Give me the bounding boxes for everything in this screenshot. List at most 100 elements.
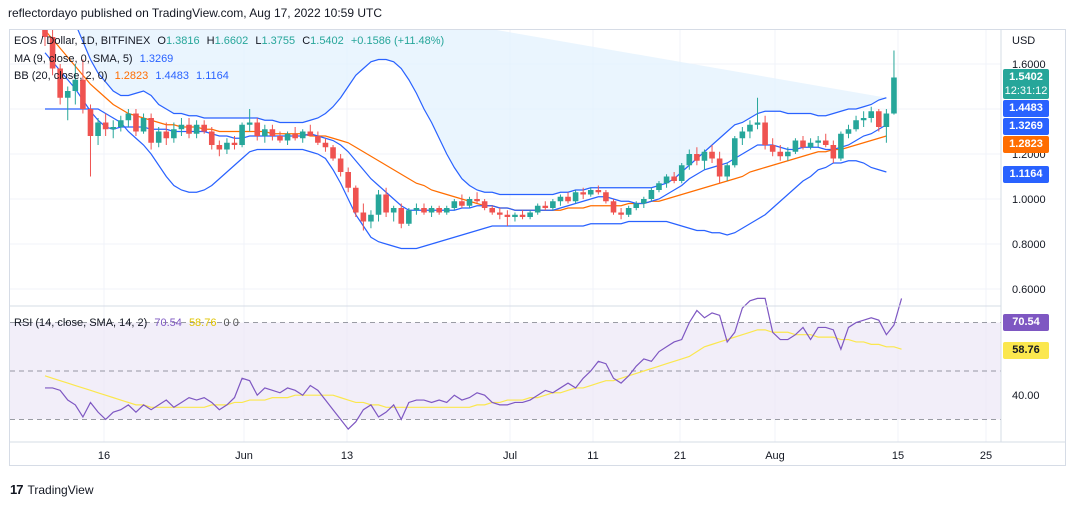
candle-body bbox=[709, 151, 715, 159]
candle bbox=[860, 111, 867, 127]
candle bbox=[762, 115, 768, 150]
bb-upper-price-label: 1.4483 bbox=[1003, 100, 1049, 117]
candle bbox=[504, 210, 511, 226]
candle bbox=[656, 181, 662, 193]
candle bbox=[678, 163, 685, 184]
change-value: +0.1586 (+11.48%) bbox=[350, 35, 445, 47]
candle bbox=[368, 210, 374, 229]
candle-body bbox=[269, 129, 276, 136]
candle bbox=[436, 205, 442, 215]
candle-body bbox=[368, 214, 374, 222]
candle bbox=[443, 205, 450, 215]
candle-body bbox=[686, 154, 693, 166]
candle-body bbox=[891, 77, 897, 114]
candle bbox=[709, 145, 715, 163]
candle-body bbox=[72, 79, 79, 91]
candle-body bbox=[868, 111, 875, 118]
rsi-legend[interactable]: RSI (14, close, SMA, 14, 2) 70.54 58.76 … bbox=[14, 317, 243, 329]
chart-frame bbox=[9, 29, 1066, 466]
bb-legend-lower: 1.1164 bbox=[196, 70, 229, 82]
time-tick-label: 13 bbox=[341, 450, 353, 462]
candle bbox=[701, 149, 708, 170]
candle-body bbox=[148, 118, 154, 143]
candle bbox=[618, 208, 624, 220]
bollinger-bands bbox=[44, 30, 887, 250]
footer[interactable]: 17 TradingView bbox=[10, 482, 94, 497]
candle-body bbox=[80, 79, 86, 109]
candle-body bbox=[815, 140, 821, 143]
candles bbox=[42, 30, 897, 231]
candle-body bbox=[587, 190, 594, 195]
candle-body bbox=[512, 214, 518, 217]
candle-body bbox=[527, 212, 533, 217]
rsi-value-label: 70.54 bbox=[1003, 314, 1049, 331]
candle bbox=[625, 205, 632, 217]
candle bbox=[474, 192, 480, 204]
candle-body bbox=[497, 212, 503, 215]
candle-body bbox=[352, 187, 359, 213]
candle bbox=[49, 30, 56, 76]
candle-body bbox=[807, 142, 814, 148]
rsi-legend-value: 70.54 bbox=[154, 317, 182, 329]
candle-body bbox=[580, 192, 586, 195]
candle bbox=[64, 86, 71, 121]
candle bbox=[254, 118, 261, 141]
bb-lower-price-label: 1.1164 bbox=[1003, 166, 1049, 183]
candle bbox=[876, 109, 882, 132]
candle bbox=[747, 120, 753, 139]
candle bbox=[42, 30, 48, 46]
candle bbox=[512, 212, 518, 222]
candle bbox=[838, 131, 844, 161]
bb-lower-line bbox=[45, 108, 887, 250]
candle bbox=[345, 167, 351, 193]
price-tick-label: 0.8000 bbox=[1012, 239, 1046, 251]
candle-body bbox=[299, 131, 306, 139]
candle bbox=[519, 210, 526, 220]
countdown-timer: 12:31:12 bbox=[1004, 85, 1048, 97]
candle bbox=[800, 136, 806, 150]
candle bbox=[269, 124, 276, 141]
candle-body bbox=[375, 194, 382, 215]
candle-body bbox=[315, 136, 321, 143]
rsi-panel bbox=[10, 297, 1001, 430]
candle bbox=[822, 133, 829, 148]
bb-legend[interactable]: BB (20, close, 2, 0) 1.2823 1.4483 1.116… bbox=[14, 70, 233, 82]
candle bbox=[633, 201, 640, 211]
rsi-legend-extra: 0 0 bbox=[223, 317, 239, 329]
candle bbox=[769, 138, 776, 157]
last-price-value: 1.5402 bbox=[1009, 71, 1043, 83]
candle bbox=[845, 124, 852, 139]
candle-body bbox=[860, 118, 867, 121]
candle-body bbox=[171, 129, 177, 139]
candle bbox=[671, 172, 677, 184]
candle bbox=[330, 145, 336, 161]
candle-body bbox=[845, 129, 852, 134]
candle bbox=[201, 120, 207, 134]
candle bbox=[777, 145, 784, 161]
candle bbox=[292, 127, 298, 141]
candle-body bbox=[883, 113, 890, 127]
candle bbox=[95, 118, 101, 145]
candle-body bbox=[610, 201, 617, 213]
candle-body bbox=[519, 214, 526, 217]
ma-legend[interactable]: MA (9, close, 0, SMA, 5) 1.3269 bbox=[14, 53, 177, 65]
candle-body bbox=[876, 111, 882, 127]
ma-price-label: 1.3269 bbox=[1003, 118, 1049, 135]
candle-body bbox=[466, 199, 473, 206]
candle bbox=[868, 106, 875, 123]
candle bbox=[262, 124, 268, 143]
candle-body bbox=[739, 131, 746, 139]
candle bbox=[550, 199, 556, 211]
candle bbox=[193, 120, 200, 139]
candle-body bbox=[534, 205, 541, 213]
candle bbox=[224, 138, 230, 154]
candle bbox=[413, 203, 420, 215]
candle-body bbox=[822, 140, 829, 145]
time-tick-label: Jun bbox=[235, 450, 253, 462]
symbol-legend: EOS / Dollar, 1D, BITFINEX O1.3816 H1.66… bbox=[14, 35, 448, 47]
candle-body bbox=[163, 131, 170, 139]
tradingview-logo-icon: 17 bbox=[10, 482, 24, 497]
candle bbox=[239, 122, 245, 148]
candle bbox=[663, 174, 670, 188]
